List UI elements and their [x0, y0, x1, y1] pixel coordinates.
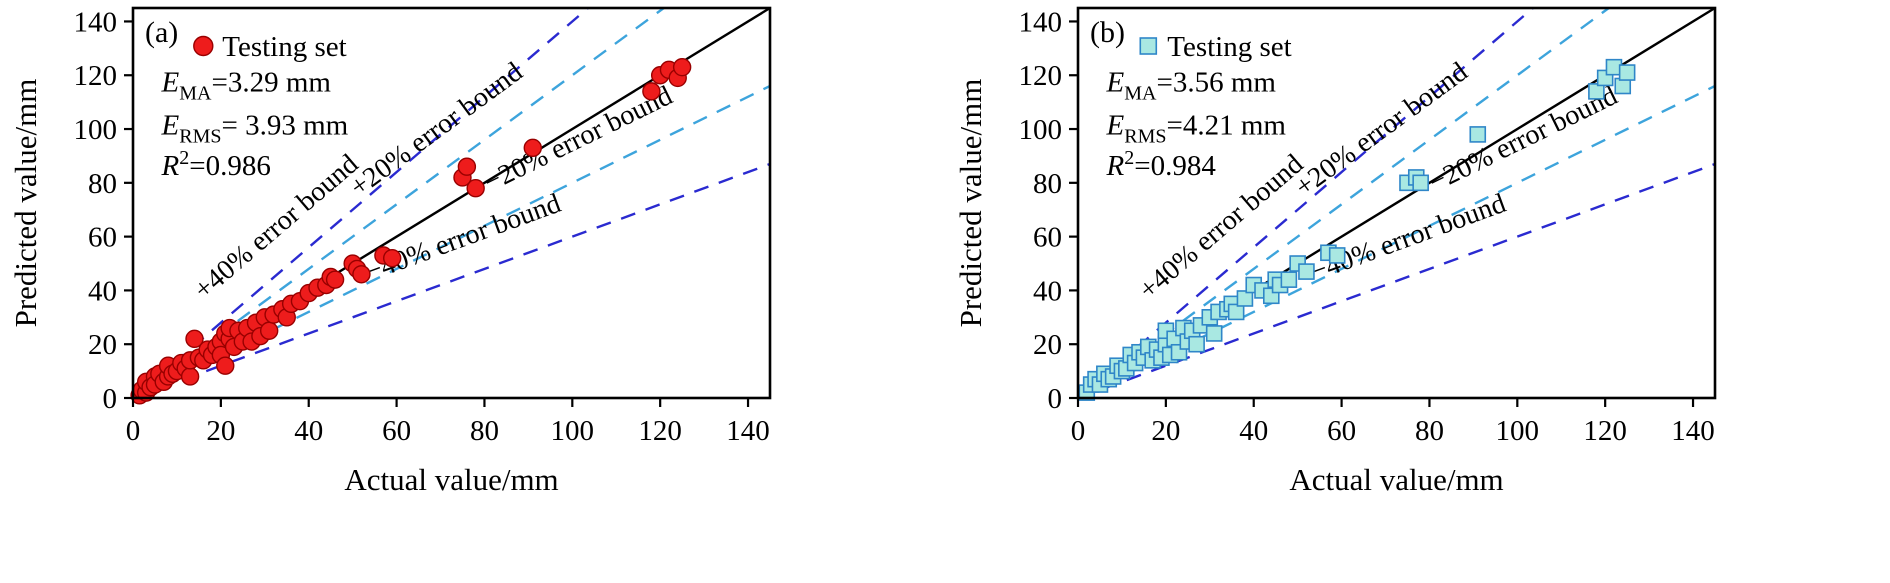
minus40-error-bound-line — [133, 162, 770, 398]
y-tick-label: 60 — [88, 222, 117, 254]
x-tick-label: 40 — [294, 415, 323, 447]
data-point — [457, 157, 477, 176]
data-point — [466, 179, 485, 198]
data-point — [382, 248, 402, 268]
y-tick-label: 120 — [1019, 60, 1063, 92]
chart-panel-a: +40% error bound+20% error bound−20% err… — [8, 6, 772, 497]
x-tick-label: 120 — [1583, 415, 1627, 447]
data-point — [1298, 263, 1315, 280]
data-point — [325, 270, 345, 289]
minus40-error-bound-label: −40% error bound — [1306, 188, 1510, 288]
x-axis-label: Actual value/mm — [1289, 462, 1503, 497]
data-point — [352, 265, 371, 284]
x-tick-label: 140 — [726, 415, 770, 447]
data-point — [216, 356, 235, 375]
x-tick-label: 140 — [1671, 415, 1715, 447]
minus40-error-bound-label: −40% error bound — [361, 188, 565, 288]
data-point — [1328, 247, 1346, 264]
legend-label: Testing set — [1167, 31, 1291, 63]
panel-a: +40% error bound +20% error bound −20% err… — [8, 6, 772, 497]
legend-marker-square — [1139, 37, 1158, 55]
legend-label: Testing set — [222, 31, 346, 63]
data-point — [642, 82, 661, 101]
data-point — [523, 138, 542, 158]
x-tick-label: 120 — [638, 415, 682, 447]
y-tick-label: 80 — [88, 168, 117, 200]
y-tick-label: 0 — [103, 383, 118, 415]
x-tick-label: 20 — [206, 415, 235, 447]
x-tick-label: 0 — [1071, 415, 1086, 447]
x-tick-label: 0 — [126, 415, 141, 447]
axes-box — [131, 6, 772, 400]
y-axis-label: Predicted value/mm — [8, 79, 43, 328]
data-point — [1280, 271, 1298, 288]
panel-b: +40% error bound +20% error bound −20% err… — [945, 0, 1890, 583]
data-point — [1618, 64, 1636, 81]
x-axis-label: Actual value/mm — [344, 462, 558, 497]
plus40-error-bound-line — [1078, 8, 1534, 398]
y-tick-label: 140 — [74, 6, 118, 38]
y-axis-label: Predicted value/mm — [953, 79, 988, 328]
x-tick-label: 100 — [1496, 415, 1540, 447]
data-point — [259, 321, 279, 340]
x-tick-label: 80 — [470, 415, 499, 447]
data-point — [180, 367, 200, 386]
stat-line-eRMS: ERMS= 3.93 mm — [161, 109, 349, 147]
stat-line-eMA: EMA=3.56 mm — [1106, 66, 1277, 104]
y-tick-label: 100 — [74, 114, 118, 146]
x-tick-label: 40 — [1239, 415, 1268, 447]
stat-line-r2: R2=0.986 — [161, 147, 271, 182]
y-tick-label: 60 — [1033, 222, 1062, 254]
panel-label: (a) — [145, 16, 178, 49]
chart-panel-b: +40% error bound+20% error bound−20% err… — [953, 6, 1717, 497]
y-tick-label: 20 — [1033, 329, 1062, 361]
data-point — [1412, 174, 1429, 192]
plus40-error-bound-line — [133, 8, 589, 398]
data-point — [185, 329, 204, 349]
stat-line-eRMS: ERMS=4.21 mm — [1106, 109, 1287, 147]
y-tick-label: 120 — [74, 60, 118, 92]
data-point — [1469, 126, 1487, 143]
data-point — [1188, 335, 1205, 353]
stat-line-eMA: EMA=3.29 mm — [161, 66, 332, 104]
axes-box — [1076, 6, 1717, 400]
y-tick-label: 20 — [88, 329, 117, 361]
y-tick-label: 140 — [1019, 6, 1063, 38]
x-tick-label: 60 — [382, 415, 411, 447]
x-tick-label: 80 — [1415, 415, 1444, 447]
y-tick-label: 0 — [1048, 383, 1063, 415]
data-point — [1588, 83, 1605, 100]
x-tick-label: 100 — [551, 415, 595, 447]
y-tick-label: 40 — [1033, 275, 1062, 307]
data-point — [1227, 303, 1245, 321]
y-tick-label: 80 — [1033, 168, 1062, 200]
x-tick-label: 20 — [1151, 415, 1180, 447]
data-point — [1205, 325, 1223, 342]
y-tick-label: 40 — [88, 275, 117, 307]
legend-marker-circle — [193, 35, 214, 57]
panel-label: (b) — [1090, 16, 1125, 49]
data-point — [672, 57, 692, 77]
y-tick-label: 100 — [1019, 114, 1063, 146]
data-point — [1236, 290, 1254, 307]
stat-line-r2: R2=0.984 — [1106, 147, 1217, 182]
x-tick-label: 60 — [1327, 415, 1356, 447]
